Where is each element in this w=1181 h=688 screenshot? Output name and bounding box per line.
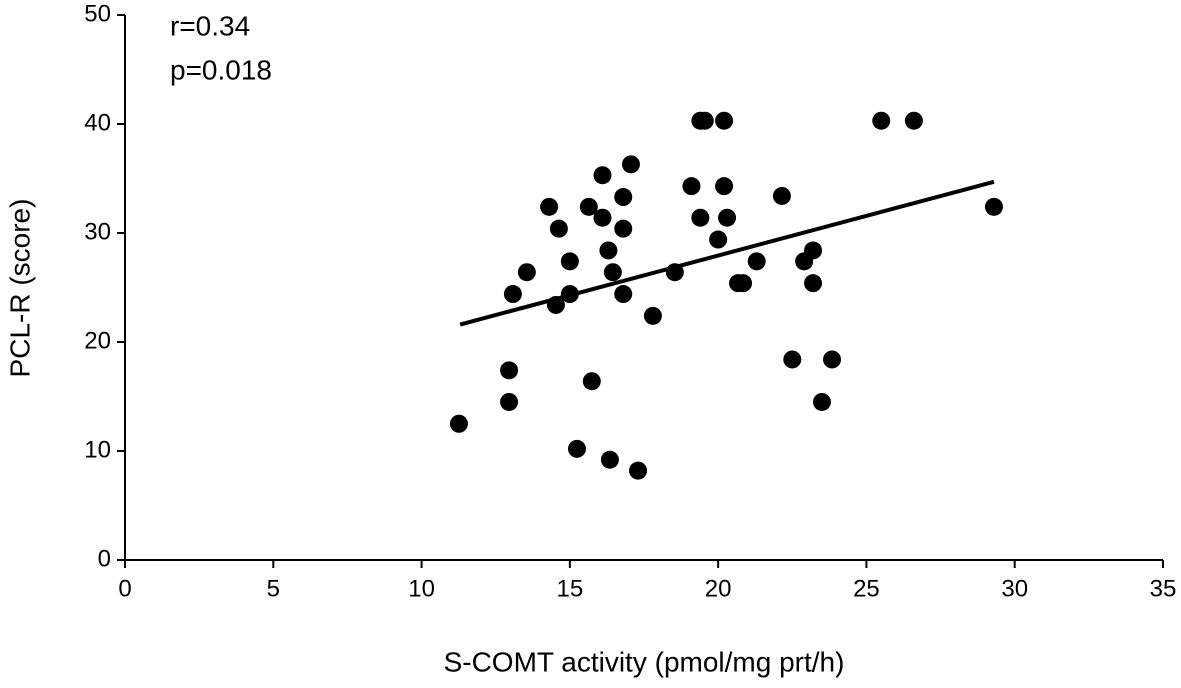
- point: [540, 197, 559, 216]
- trendline: [459, 179, 995, 327]
- y-tick-label: 0: [98, 545, 111, 572]
- x-tick-label: 35: [1150, 575, 1177, 602]
- x-tick-label: 20: [705, 575, 732, 602]
- x-tick-label: 25: [853, 575, 880, 602]
- point: [593, 166, 612, 185]
- point: [567, 439, 586, 458]
- y-tick-label: 50: [84, 0, 111, 27]
- point: [872, 111, 891, 130]
- point: [560, 252, 579, 271]
- x-tick-label: 10: [408, 575, 435, 602]
- annotation: p=0.018: [170, 54, 272, 85]
- point: [449, 414, 468, 433]
- point: [500, 392, 519, 411]
- point: [783, 350, 802, 369]
- point: [734, 274, 753, 293]
- x-tick-label: 30: [1001, 575, 1028, 602]
- point: [614, 219, 633, 238]
- point: [984, 197, 1003, 216]
- point: [546, 295, 565, 314]
- y-tick-label: 30: [84, 218, 111, 245]
- point: [500, 361, 519, 380]
- x-tick-label: 0: [118, 575, 131, 602]
- point: [823, 350, 842, 369]
- point: [665, 263, 684, 282]
- point: [599, 241, 618, 260]
- point: [804, 241, 823, 260]
- point: [812, 392, 831, 411]
- point: [614, 285, 633, 304]
- point: [718, 208, 737, 227]
- point: [593, 208, 612, 227]
- x-axis-label: S-COMT activity (pmol/mg prt/h): [444, 646, 845, 677]
- y-tick-label: 20: [84, 327, 111, 354]
- point: [772, 186, 791, 205]
- point: [517, 263, 536, 282]
- y-axis-label: PCL-R (score): [4, 199, 35, 378]
- point: [691, 208, 710, 227]
- point: [682, 177, 701, 196]
- point: [715, 111, 734, 130]
- y-tick-label: 10: [84, 436, 111, 463]
- point: [621, 155, 640, 174]
- point: [579, 197, 598, 216]
- point: [582, 372, 601, 391]
- point: [695, 111, 714, 130]
- point: [600, 450, 619, 469]
- point: [715, 177, 734, 196]
- point: [603, 263, 622, 282]
- point: [709, 230, 728, 249]
- point: [643, 306, 662, 325]
- x-tick-label: 15: [557, 575, 584, 602]
- x-tick-label: 5: [267, 575, 280, 602]
- point: [804, 274, 823, 293]
- y-tick-label: 40: [84, 109, 111, 136]
- point: [629, 461, 648, 480]
- point: [904, 111, 923, 130]
- point: [549, 219, 568, 238]
- point: [747, 252, 766, 271]
- annotation: r=0.34: [170, 10, 250, 41]
- point: [614, 188, 633, 207]
- point: [560, 285, 579, 304]
- point: [503, 285, 522, 304]
